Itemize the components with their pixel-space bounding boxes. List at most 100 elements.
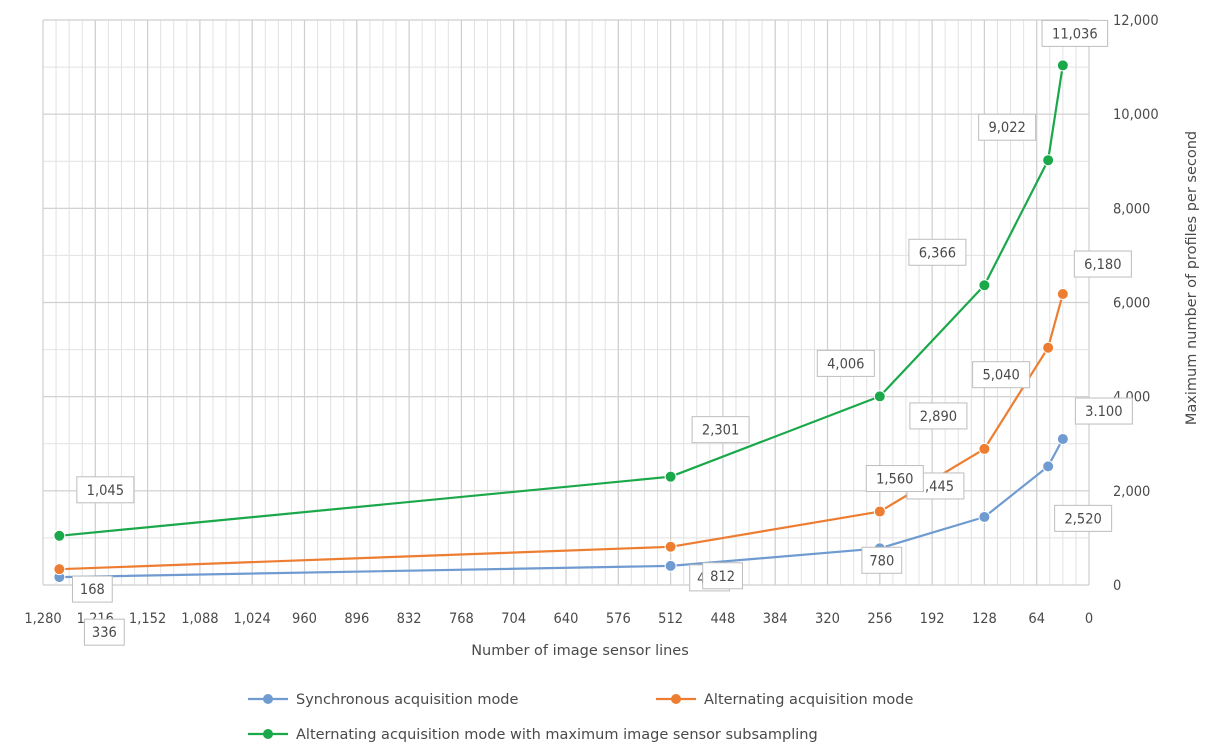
x-tick-label: 768	[449, 611, 474, 627]
x-tick-label: 256	[867, 611, 892, 627]
data-label-box	[972, 361, 1031, 389]
data-label-box	[691, 416, 750, 444]
x-tick-label: 960	[292, 611, 317, 627]
data-label: 3.100	[1074, 397, 1133, 425]
grid	[42, 19, 1090, 586]
data-label-box	[76, 476, 135, 504]
data-point	[873, 505, 886, 518]
data-point	[1042, 154, 1055, 167]
y-tick-label: 10,000	[1113, 107, 1159, 123]
data-label: 6,180	[1073, 250, 1132, 278]
y-tick-label: 2,000	[1113, 484, 1150, 500]
data-label-box	[909, 402, 968, 430]
x-axis-ticks: 1,2801,2161,1521,0881,024960896832768704…	[24, 611, 1093, 627]
x-tick-label: 384	[763, 611, 788, 627]
x-tick-label: 832	[397, 611, 422, 627]
x-tick-label: 320	[815, 611, 840, 627]
data-label: 1,045	[76, 476, 135, 504]
legend-item: Alternating acquisition mode	[656, 692, 914, 708]
data-point	[1042, 341, 1055, 354]
legend-marker	[263, 729, 273, 739]
data-label-box	[1074, 397, 1133, 425]
data-label-text: 4,006	[827, 356, 864, 372]
data-label-text: 336	[92, 625, 117, 641]
x-tick-label: 704	[501, 611, 526, 627]
data-label-text: 168	[80, 582, 105, 598]
series-line	[59, 293, 1064, 571]
legend-marker	[671, 694, 681, 704]
data-label-text: 2,520	[1064, 511, 1101, 527]
data-label-text: 812	[710, 569, 735, 585]
data-label: 336	[83, 618, 125, 646]
data-label-text: 2,301	[702, 423, 739, 439]
legend: Synchronous acquisition mode Alternating …	[248, 692, 914, 743]
x-tick-label: 1,152	[129, 611, 166, 627]
data-label-text: 1,445	[917, 479, 954, 495]
data-point	[978, 442, 991, 455]
data-label: 168	[71, 575, 113, 603]
x-tick-label: 128	[972, 611, 997, 627]
x-axis-title: Number of image sensor lines	[471, 643, 689, 659]
data-label-box	[908, 238, 967, 266]
x-tick-label: 0	[1085, 611, 1093, 627]
y-tick-label: 0	[1113, 578, 1121, 594]
data-label-box	[1041, 19, 1109, 47]
x-tick-label: 448	[710, 611, 735, 627]
data-label-text: 11,036	[1052, 26, 1098, 42]
data-label: 4,006	[816, 349, 875, 377]
data-label-box	[816, 349, 875, 377]
legend-label: Synchronous acquisition mode	[296, 692, 519, 708]
data-label: 2,520	[1054, 504, 1113, 532]
data-label-text: 3.100	[1085, 404, 1122, 420]
legend-item: Synchronous acquisition mode	[248, 692, 519, 708]
data-label-text: 5,040	[982, 368, 1019, 384]
x-tick-label: 896	[344, 611, 369, 627]
data-label-box	[702, 562, 744, 590]
legend-item: Alternating acquisition mode with maximu…	[248, 727, 818, 743]
data-label: 1,560	[865, 465, 924, 493]
x-tick-label: 640	[554, 611, 579, 627]
data-labels: 1684067801,4452,5203.1003368121,5602,890…	[71, 19, 1133, 646]
data-point	[978, 510, 991, 523]
data-label-box	[83, 618, 125, 646]
data-label: 6,366	[908, 238, 967, 266]
data-label: 5,040	[972, 361, 1031, 389]
x-tick-label: 1,024	[234, 611, 271, 627]
data-label-text: 6,366	[919, 245, 956, 261]
legend-label: Alternating acquisition mode	[704, 692, 914, 708]
series-points	[53, 59, 1069, 584]
x-tick-label: 1,280	[24, 611, 61, 627]
data-label-text: 2,890	[920, 409, 957, 425]
data-point	[664, 540, 677, 553]
y-tick-label: 12,000	[1113, 13, 1159, 29]
data-label-box	[865, 465, 924, 493]
series-lines	[59, 65, 1064, 579]
data-point	[873, 390, 886, 403]
data-label-text: 9,022	[988, 120, 1025, 136]
data-label-box	[978, 113, 1037, 141]
data-label-text: 1,045	[87, 483, 124, 499]
series-line	[59, 438, 1064, 579]
x-tick-label: 576	[606, 611, 631, 627]
data-point	[664, 470, 677, 483]
x-tick-label: 512	[658, 611, 683, 627]
legend-label: Alternating acquisition mode with maximu…	[296, 727, 818, 743]
y-tick-label: 6,000	[1113, 296, 1150, 312]
series-line	[59, 65, 1064, 537]
data-point	[978, 279, 991, 292]
data-point	[1056, 59, 1069, 72]
data-label-box	[71, 575, 113, 603]
data-label-box	[861, 546, 903, 574]
y-tick-label: 8,000	[1113, 201, 1150, 217]
x-tick-label: 64	[1028, 611, 1045, 627]
x-tick-label: 192	[920, 611, 945, 627]
data-label: 2,301	[691, 416, 750, 444]
data-point	[664, 559, 677, 572]
data-label: 9,022	[978, 113, 1037, 141]
data-label-text: 6,180	[1084, 257, 1121, 273]
data-label: 2,890	[909, 402, 968, 430]
data-point	[1056, 288, 1069, 301]
